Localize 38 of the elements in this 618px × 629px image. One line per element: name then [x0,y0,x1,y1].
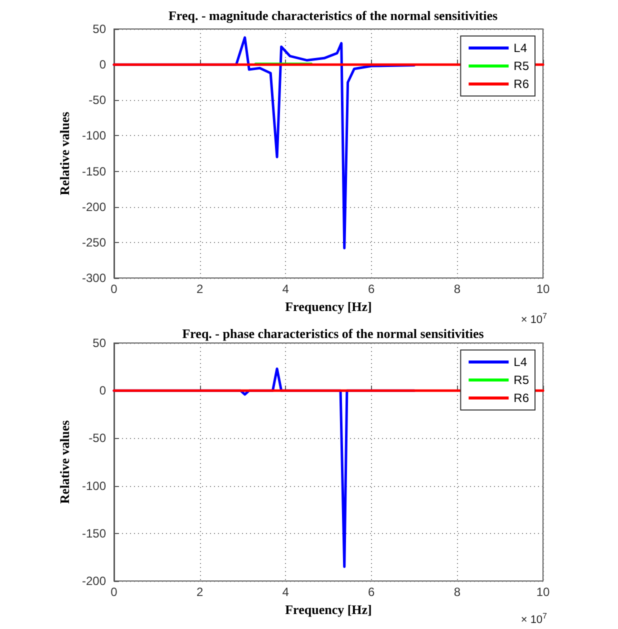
y-tick-label: -200 [82,200,106,214]
x-tick-label: 8 [454,585,461,599]
chart-title: Freq. - magnitude characteristics of the normal sensitivities [168,8,498,23]
y-tick-label: -300 [82,271,106,285]
legend-label: R6 [514,391,530,405]
legend-label: L4 [514,355,528,369]
y-tick-label: -50 [88,93,106,108]
x-tick-label: 4 [282,585,290,599]
y-axis-title: Relative values [57,112,72,196]
legend-label: R5 [514,59,530,73]
y-tick-label: -250 [82,235,106,250]
x-tick-label: 6 [368,585,376,599]
chart-title: Freq. - phase characteristics of the normal sensitivities [182,326,484,341]
x-tick-label: 2 [196,585,204,599]
legend-label: R6 [514,77,530,91]
x-axis-title: Frequency [Hz] [285,602,372,617]
x-tick-label: 4 [282,282,290,296]
legend-label: L4 [514,41,528,55]
y-tick-label: -200 [82,574,106,588]
legend-label: R5 [514,373,530,387]
y-tick-label: 50 [92,336,106,350]
y-tick-label: -150 [82,164,106,178]
y-tick-label: -150 [82,526,106,540]
y-tick-label: -100 [82,478,106,493]
x-tick-label: 2 [196,282,204,296]
x-tick-label: 6 [368,282,376,296]
y-tick-label: -50 [88,431,106,446]
y-tick-label: 0 [99,58,106,72]
y-tick-label: 0 [99,384,106,398]
x-axis-title: Frequency [Hz] [285,299,372,314]
x-tick-label: 10 [536,282,550,296]
x-tick-label: 0 [110,282,118,296]
y-tick-label: -100 [82,128,106,143]
x-tick-label: 8 [454,282,461,296]
y-tick-label: 50 [92,22,106,36]
x-tick-label: 10 [536,585,550,599]
y-axis-title: Relative values [57,420,72,504]
x-tick-label: 0 [110,585,118,599]
